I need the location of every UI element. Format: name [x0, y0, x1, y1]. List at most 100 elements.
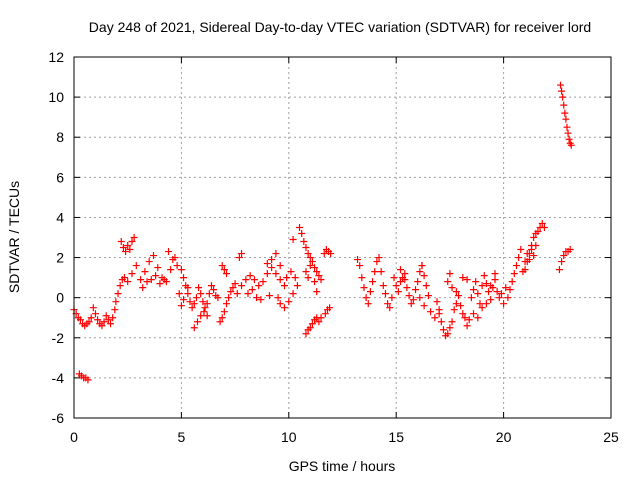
data-point — [386, 304, 394, 312]
data-point — [104, 316, 112, 324]
data-point — [306, 262, 314, 270]
data-point — [214, 294, 222, 302]
data-point — [418, 262, 426, 270]
data-point — [128, 238, 136, 246]
data-point — [114, 290, 122, 298]
data-point — [281, 282, 289, 290]
data-point — [111, 306, 119, 314]
data-point — [313, 268, 321, 276]
data-point — [502, 284, 510, 292]
data-point — [561, 109, 569, 117]
data-point — [392, 282, 400, 290]
data-point — [184, 290, 192, 298]
data-point — [563, 123, 571, 131]
data-point — [100, 318, 108, 326]
data-point — [263, 270, 271, 278]
data-point — [190, 300, 198, 308]
data-point — [265, 292, 273, 300]
data-point — [470, 286, 478, 294]
data-point — [427, 308, 435, 316]
data-point — [165, 248, 173, 256]
data-point — [177, 302, 185, 310]
data-point — [154, 264, 162, 272]
data-point — [396, 266, 404, 274]
data-point — [296, 223, 304, 231]
data-point — [416, 268, 424, 276]
data-point — [308, 258, 316, 266]
data-point — [448, 318, 456, 326]
data-point — [238, 282, 246, 290]
data-point — [128, 270, 136, 278]
data-point — [452, 300, 460, 308]
data-point — [302, 268, 310, 276]
data-point — [229, 284, 237, 292]
data-point — [459, 274, 467, 282]
data-point — [76, 316, 84, 324]
chart-title: Day 248 of 2021, Sidereal Day-to-day VTE… — [89, 19, 591, 35]
data-point — [461, 314, 469, 322]
data-point — [433, 298, 441, 306]
data-point — [528, 242, 536, 250]
data-point — [147, 276, 155, 284]
data-point — [491, 276, 499, 284]
data-point — [169, 256, 177, 264]
data-point — [91, 310, 99, 318]
y-tick-label: 8 — [56, 129, 64, 145]
data-point — [530, 252, 538, 260]
data-point — [248, 286, 256, 294]
data-point — [188, 304, 196, 312]
data-point — [117, 238, 125, 246]
data-point — [454, 292, 462, 300]
data-point — [412, 286, 420, 294]
data-point — [298, 229, 306, 237]
data-point — [276, 276, 284, 284]
data-point — [306, 324, 314, 332]
y-tick-label: 12 — [48, 49, 64, 65]
data-point — [306, 254, 314, 262]
data-point — [478, 282, 486, 290]
data-point — [311, 264, 319, 272]
y-tick-label: 2 — [56, 250, 64, 266]
data-point — [476, 300, 484, 308]
data-point — [283, 274, 291, 282]
data-point — [566, 246, 574, 254]
data-point — [186, 298, 194, 306]
data-point — [414, 278, 422, 286]
data-point — [405, 292, 413, 300]
data-point — [534, 227, 542, 235]
data-point — [317, 314, 325, 322]
data-point — [564, 129, 572, 137]
data-point — [242, 276, 250, 284]
data-point — [560, 252, 568, 260]
data-point — [422, 282, 430, 290]
data-point — [407, 300, 415, 308]
x-tick-label: 0 — [70, 429, 78, 445]
data-point — [493, 288, 501, 296]
data-point — [362, 294, 370, 302]
data-point — [152, 272, 160, 280]
data-point — [276, 262, 284, 270]
data-point — [465, 316, 473, 324]
data-point — [562, 115, 570, 123]
data-point — [268, 256, 276, 264]
data-point — [244, 290, 252, 298]
data-point — [85, 318, 93, 326]
data-point — [538, 219, 546, 227]
data-point — [205, 290, 213, 298]
data-point — [500, 300, 508, 308]
data-point — [420, 302, 428, 310]
data-point — [470, 310, 478, 318]
data-point — [491, 270, 499, 278]
data-point — [192, 294, 200, 302]
data-point — [512, 262, 520, 270]
data-point — [321, 310, 329, 318]
data-point — [255, 282, 263, 290]
data-point — [487, 296, 495, 304]
data-point — [272, 270, 280, 278]
data-point — [281, 304, 289, 312]
data-point — [225, 294, 233, 302]
data-point — [420, 272, 428, 280]
data-point — [145, 258, 153, 266]
data-point — [124, 242, 132, 250]
